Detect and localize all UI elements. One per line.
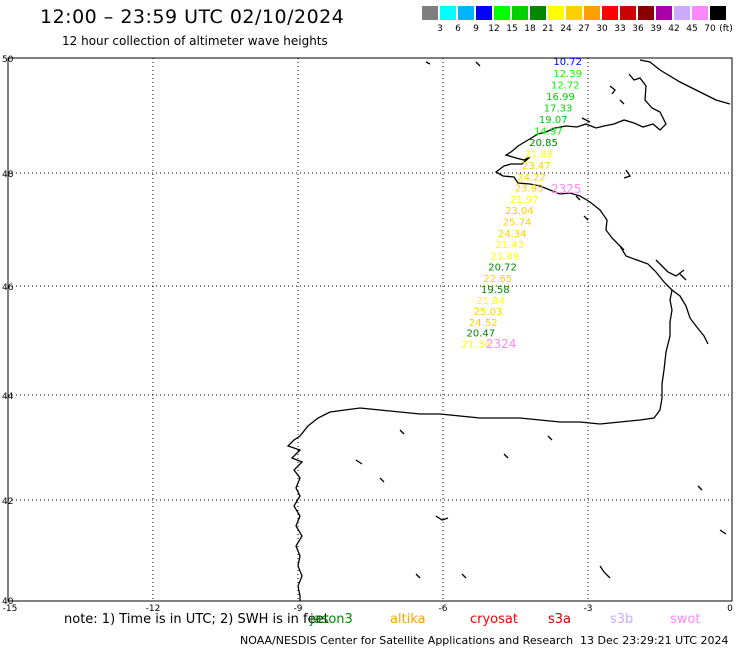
colorbar-label: 70 bbox=[704, 24, 716, 34]
wave-height-label: 12.72 bbox=[551, 80, 580, 91]
colorbar-label: 33 bbox=[614, 24, 626, 34]
wave-height-label: 10.72 bbox=[553, 57, 582, 68]
wave-height-label: 19.58 bbox=[481, 285, 510, 296]
colorbar-swatch bbox=[656, 6, 672, 20]
wave-height-label: 23.04 bbox=[505, 206, 534, 217]
x-tick-label: -12 bbox=[146, 604, 161, 614]
colorbar-label: 3 bbox=[437, 24, 443, 34]
wave-height-label: 17.33 bbox=[544, 103, 573, 114]
wave-height-label: 21.84 bbox=[476, 296, 505, 307]
map-subtitle: 12 hour collection of altimeter wave hei… bbox=[62, 34, 328, 48]
y-tick-label: 50 bbox=[2, 55, 14, 65]
footer-timestamp: 13 Dec 23:29:21 UTC 2024 bbox=[580, 634, 729, 647]
footer-credit: NOAA/NESDIS Center for Satellite Applica… bbox=[240, 634, 574, 647]
x-tick-label: -9 bbox=[294, 604, 303, 614]
wave-height-label: 23.47 bbox=[522, 161, 551, 172]
colorbar-label: 39 bbox=[650, 24, 662, 34]
x-tick-label: -15 bbox=[3, 604, 18, 614]
wave-height-label: 20.47 bbox=[467, 329, 496, 340]
colorbar-swatch bbox=[458, 6, 474, 20]
timestamp-layer: 2325 2324 bbox=[486, 182, 582, 351]
colorbar-label: 9 bbox=[473, 24, 479, 34]
colorbar-swatch bbox=[638, 6, 654, 20]
wave-height-label: 21.97 bbox=[510, 195, 539, 206]
wave-height-label: 16.99 bbox=[546, 92, 575, 103]
map-frame bbox=[7, 57, 733, 602]
colorbar-swatch bbox=[566, 6, 582, 20]
x-tick-label: 0 bbox=[727, 604, 733, 614]
colorbar-swatch bbox=[692, 6, 708, 20]
colorbar-swatch bbox=[440, 6, 456, 20]
map-title: 12:00 – 23:59 UTC 02/10/2024 bbox=[40, 6, 345, 28]
colorbar-swatch bbox=[422, 6, 438, 20]
colorbar-swatch bbox=[674, 6, 690, 20]
colorbar-swatch bbox=[584, 6, 600, 20]
colorbar-swatch bbox=[710, 6, 726, 20]
colorbar-label: 6 bbox=[455, 24, 461, 34]
note-text: note: 1) Time is in UTC; 2) SWH is in fe… bbox=[64, 612, 329, 627]
mission-s3b: s3b bbox=[610, 612, 634, 627]
observation-layer: 10.7212.3912.7216.9917.3319.0714.9720.85… bbox=[462, 57, 582, 351]
y-tick-label: 40 bbox=[2, 597, 14, 607]
gridlines bbox=[8, 58, 732, 601]
wave-height-label: 22.65 bbox=[483, 274, 512, 285]
colorbar-unit: (ft) bbox=[719, 24, 733, 34]
coastline bbox=[286, 59, 731, 601]
wave-height-label: 24.52 bbox=[469, 318, 498, 329]
wave-height-label: 21.89 bbox=[491, 251, 520, 262]
mission-altika: altika bbox=[390, 612, 426, 627]
mission-cryosat: cryosat bbox=[470, 612, 518, 627]
wave-height-label: 20.85 bbox=[529, 138, 558, 149]
colorbar-swatch bbox=[494, 6, 510, 20]
colorbar-label: 30 bbox=[596, 24, 608, 34]
colorbar-swatch bbox=[548, 6, 564, 20]
colorbar-swatch bbox=[620, 6, 636, 20]
wave-height-label: 14.97 bbox=[534, 126, 563, 137]
x-tick-label: -6 bbox=[439, 604, 448, 614]
colorbar-label: 42 bbox=[668, 24, 680, 34]
y-tick-label: 48 bbox=[2, 170, 14, 180]
x-tick-label: -3 bbox=[584, 604, 593, 614]
wave-height-label: 12.39 bbox=[553, 69, 582, 80]
colorbar-label: 21 bbox=[542, 24, 554, 34]
y-tick-label: 44 bbox=[2, 392, 14, 402]
wave-height-label: 21.34 bbox=[462, 340, 491, 351]
colorbar-swatch bbox=[530, 6, 546, 20]
wave-height-label: 21.43 bbox=[495, 240, 524, 251]
colorbar-label: 18 bbox=[524, 24, 536, 34]
colorbar-swatch bbox=[602, 6, 618, 20]
colorbar-label: 36 bbox=[632, 24, 644, 34]
wave-height-label: 19.07 bbox=[539, 115, 568, 126]
colorbar-label: 27 bbox=[578, 24, 590, 34]
colorbar-label: 24 bbox=[560, 24, 572, 34]
y-axis: 50 48 46 44 42 40 bbox=[2, 55, 14, 607]
track-time-label: 2325 bbox=[551, 182, 582, 196]
mission-jason3: jason3 bbox=[310, 612, 353, 627]
y-tick-label: 42 bbox=[2, 497, 13, 507]
wave-height-label: 20.72 bbox=[488, 263, 517, 274]
colorbar-label: 12 bbox=[488, 24, 500, 34]
x-axis: -15 -12 -9 -6 -3 0 bbox=[3, 604, 733, 614]
wave-height-label: 24.34 bbox=[498, 229, 527, 240]
wave-height-label: 25.03 bbox=[474, 307, 503, 318]
wave-height-label: 24.22 bbox=[517, 172, 546, 183]
colorbar-swatch bbox=[512, 6, 528, 20]
mission-s3a: s3a bbox=[548, 612, 572, 627]
mission-swot: swot bbox=[670, 612, 701, 627]
wave-height-label: 25.74 bbox=[503, 218, 532, 229]
wave-height-label: 21.88 bbox=[524, 149, 553, 160]
track-time-label: 2324 bbox=[486, 337, 517, 351]
colorbar-label: 45 bbox=[686, 24, 698, 34]
colorbar-label: 15 bbox=[506, 24, 518, 34]
wave-height-label: 23.93 bbox=[515, 184, 544, 195]
colorbar-swatch bbox=[476, 6, 492, 20]
y-tick-label: 46 bbox=[2, 283, 14, 293]
